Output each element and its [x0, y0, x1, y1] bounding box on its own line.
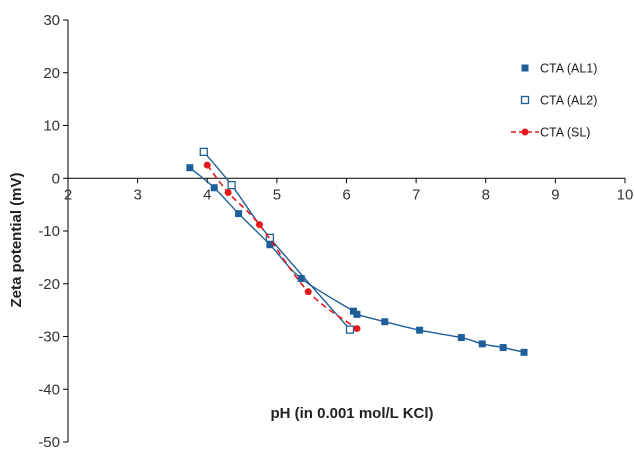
x-tick-label: 4	[203, 186, 211, 203]
y-tick-label: -50	[38, 434, 60, 450]
legend-item-cta-al2: CTA (AL2)	[520, 94, 597, 108]
series-line-cta-sl	[206, 164, 358, 330]
x-tick-label: 7	[412, 186, 420, 203]
data-point-cta-sl	[255, 221, 263, 229]
axes: 30 20 10 0 -10 -20 -30 -40 -50 2 3 4 5 6 7 8 9 10	[38, 12, 633, 450]
y-tick-label: 10	[43, 118, 60, 135]
x-axis-title: pH (in 0.001 mol/L KCl)	[270, 405, 433, 422]
x-tick-label: 3	[133, 186, 141, 203]
data-point-cta-sl	[304, 288, 312, 296]
y-tick-label: 0	[52, 170, 60, 187]
legend-label-cta-al1: CTA (AL1)	[540, 62, 597, 76]
y-tick-label: -40	[38, 381, 60, 398]
legend-marker-cta-sl	[521, 128, 529, 136]
data-point-cta-al1	[266, 241, 274, 249]
legend-marker-cta-al2	[520, 95, 530, 105]
data-point-cta-al1	[520, 348, 528, 356]
data-point-cta-al2	[265, 233, 275, 243]
data-point-cta-al1	[210, 184, 218, 192]
legend-item-cta-sl: CTA (SL)	[511, 126, 590, 140]
y-tick-label: 30	[43, 12, 60, 29]
x-tick-label: 9	[551, 186, 559, 203]
legend: CTA (AL1) CTA (AL2) CTA (SL)	[511, 62, 597, 140]
series-layer	[186, 147, 528, 356]
data-point-cta-al1	[499, 344, 507, 352]
data-point-cta-al1	[478, 340, 486, 348]
y-tick-label: 20	[43, 65, 60, 82]
data-point-cta-sl	[353, 325, 361, 333]
data-point-cta-al1	[381, 318, 389, 326]
data-point-cta-al2	[199, 147, 208, 157]
x-tick-label: 2	[64, 186, 72, 203]
series-cta-al2	[199, 147, 355, 334]
y-tick-label: -30	[38, 329, 60, 346]
series-line-cta-al1	[189, 167, 525, 353]
data-point-cta-sl	[203, 161, 211, 169]
data-point-cta-al1	[416, 326, 424, 334]
data-point-cta-al2	[345, 325, 355, 334]
data-point-cta-al1	[457, 334, 465, 342]
legend-label-cta-sl: CTA (SL)	[540, 126, 590, 140]
x-tick-label: 10	[617, 186, 634, 203]
data-point-cta-al1	[353, 310, 361, 318]
legend-item-cta-al1: CTA (AL1)	[521, 62, 597, 76]
y-tick-label: -10	[38, 223, 60, 240]
data-point-cta-al1	[297, 274, 305, 282]
y-axis-title: Zeta potential (mV)	[8, 172, 25, 307]
x-tick-label: 6	[342, 186, 350, 203]
data-point-cta-al2	[227, 180, 236, 190]
series-cta-al1	[186, 164, 528, 356]
y-tick-label: -20	[38, 276, 60, 293]
data-point-cta-al1	[235, 210, 243, 218]
x-tick-label: 8	[482, 186, 490, 203]
series-cta-sl	[203, 161, 361, 333]
data-point-cta-al1	[186, 164, 194, 172]
x-tick-label: 5	[273, 186, 281, 203]
legend-label-cta-al2: CTA (AL2)	[540, 94, 597, 108]
legend-marker-cta-al1	[521, 64, 529, 72]
data-point-cta-sl	[224, 188, 232, 196]
